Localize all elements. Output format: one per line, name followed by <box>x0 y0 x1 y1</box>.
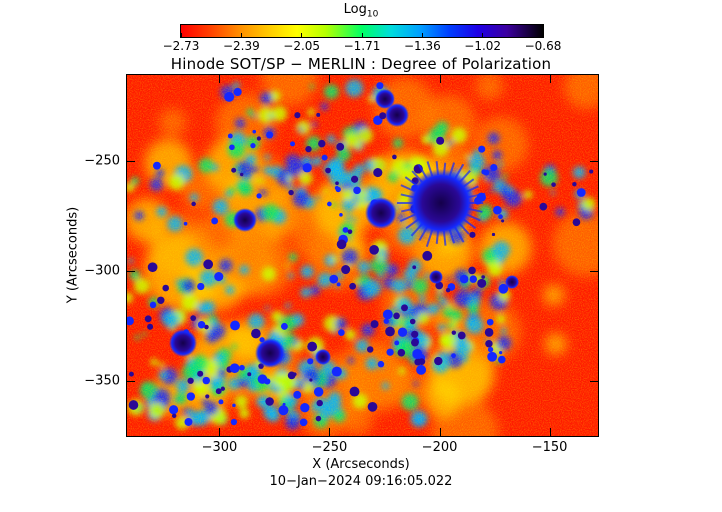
colorbar-tick-mark <box>240 33 242 38</box>
colorbar-tick-label: −1.71 <box>343 39 381 53</box>
y-tick-mark <box>127 380 135 382</box>
colorbar-tick-label: −2.05 <box>283 39 321 53</box>
colorbar-tick-label: −2.39 <box>222 39 260 53</box>
y-tick-label: −250 <box>84 153 120 169</box>
plot-title: Hinode SOT/SP − MERLIN : Degree of Polar… <box>170 55 552 73</box>
y-axis-label: Y (Arcseconds) <box>65 206 81 304</box>
x-tick-label: −250 <box>311 440 348 455</box>
y-tick-mark <box>590 160 598 162</box>
colorbar-tick-mark <box>482 33 484 38</box>
x-tick-mark <box>549 75 551 83</box>
colorbar-tick-mark <box>301 33 303 38</box>
y-tick-label: −350 <box>84 373 120 389</box>
colorbar-tick-mark <box>361 33 363 38</box>
polarization-map <box>126 74 599 437</box>
x-tick-mark <box>329 428 331 436</box>
y-tick-mark <box>127 160 135 162</box>
colorbar-title: Log10 <box>343 2 379 20</box>
x-tick-mark <box>219 75 221 83</box>
x-tick-mark <box>219 428 221 436</box>
y-tick-mark <box>590 270 598 272</box>
colorbar-tick-label: −0.68 <box>524 39 562 53</box>
x-tick-label: −300 <box>201 440 238 455</box>
colorbar-tick-label: −2.73 <box>162 39 200 53</box>
colorbar-tick-label: −1.02 <box>464 39 502 53</box>
colorbar-tick-mark <box>421 33 423 38</box>
y-tick-mark <box>127 270 135 272</box>
x-axis-label: X (Arcseconds) <box>312 457 410 472</box>
x-tick-mark <box>439 428 441 436</box>
y-tick-label: −300 <box>84 263 120 279</box>
x-tick-mark <box>329 75 331 83</box>
x-tick-label: −200 <box>421 440 458 455</box>
colorbar-tick-mark <box>180 33 182 38</box>
x-tick-mark <box>549 428 551 436</box>
x-tick-label: −150 <box>531 440 568 455</box>
y-tick-mark <box>590 380 598 382</box>
colorbar-tick-label: −1.36 <box>403 39 441 53</box>
x-tick-mark <box>439 75 441 83</box>
timestamp: 10−Jan−2024 09:16:05.022 <box>269 474 453 489</box>
colorbar-tick-mark <box>542 33 544 38</box>
